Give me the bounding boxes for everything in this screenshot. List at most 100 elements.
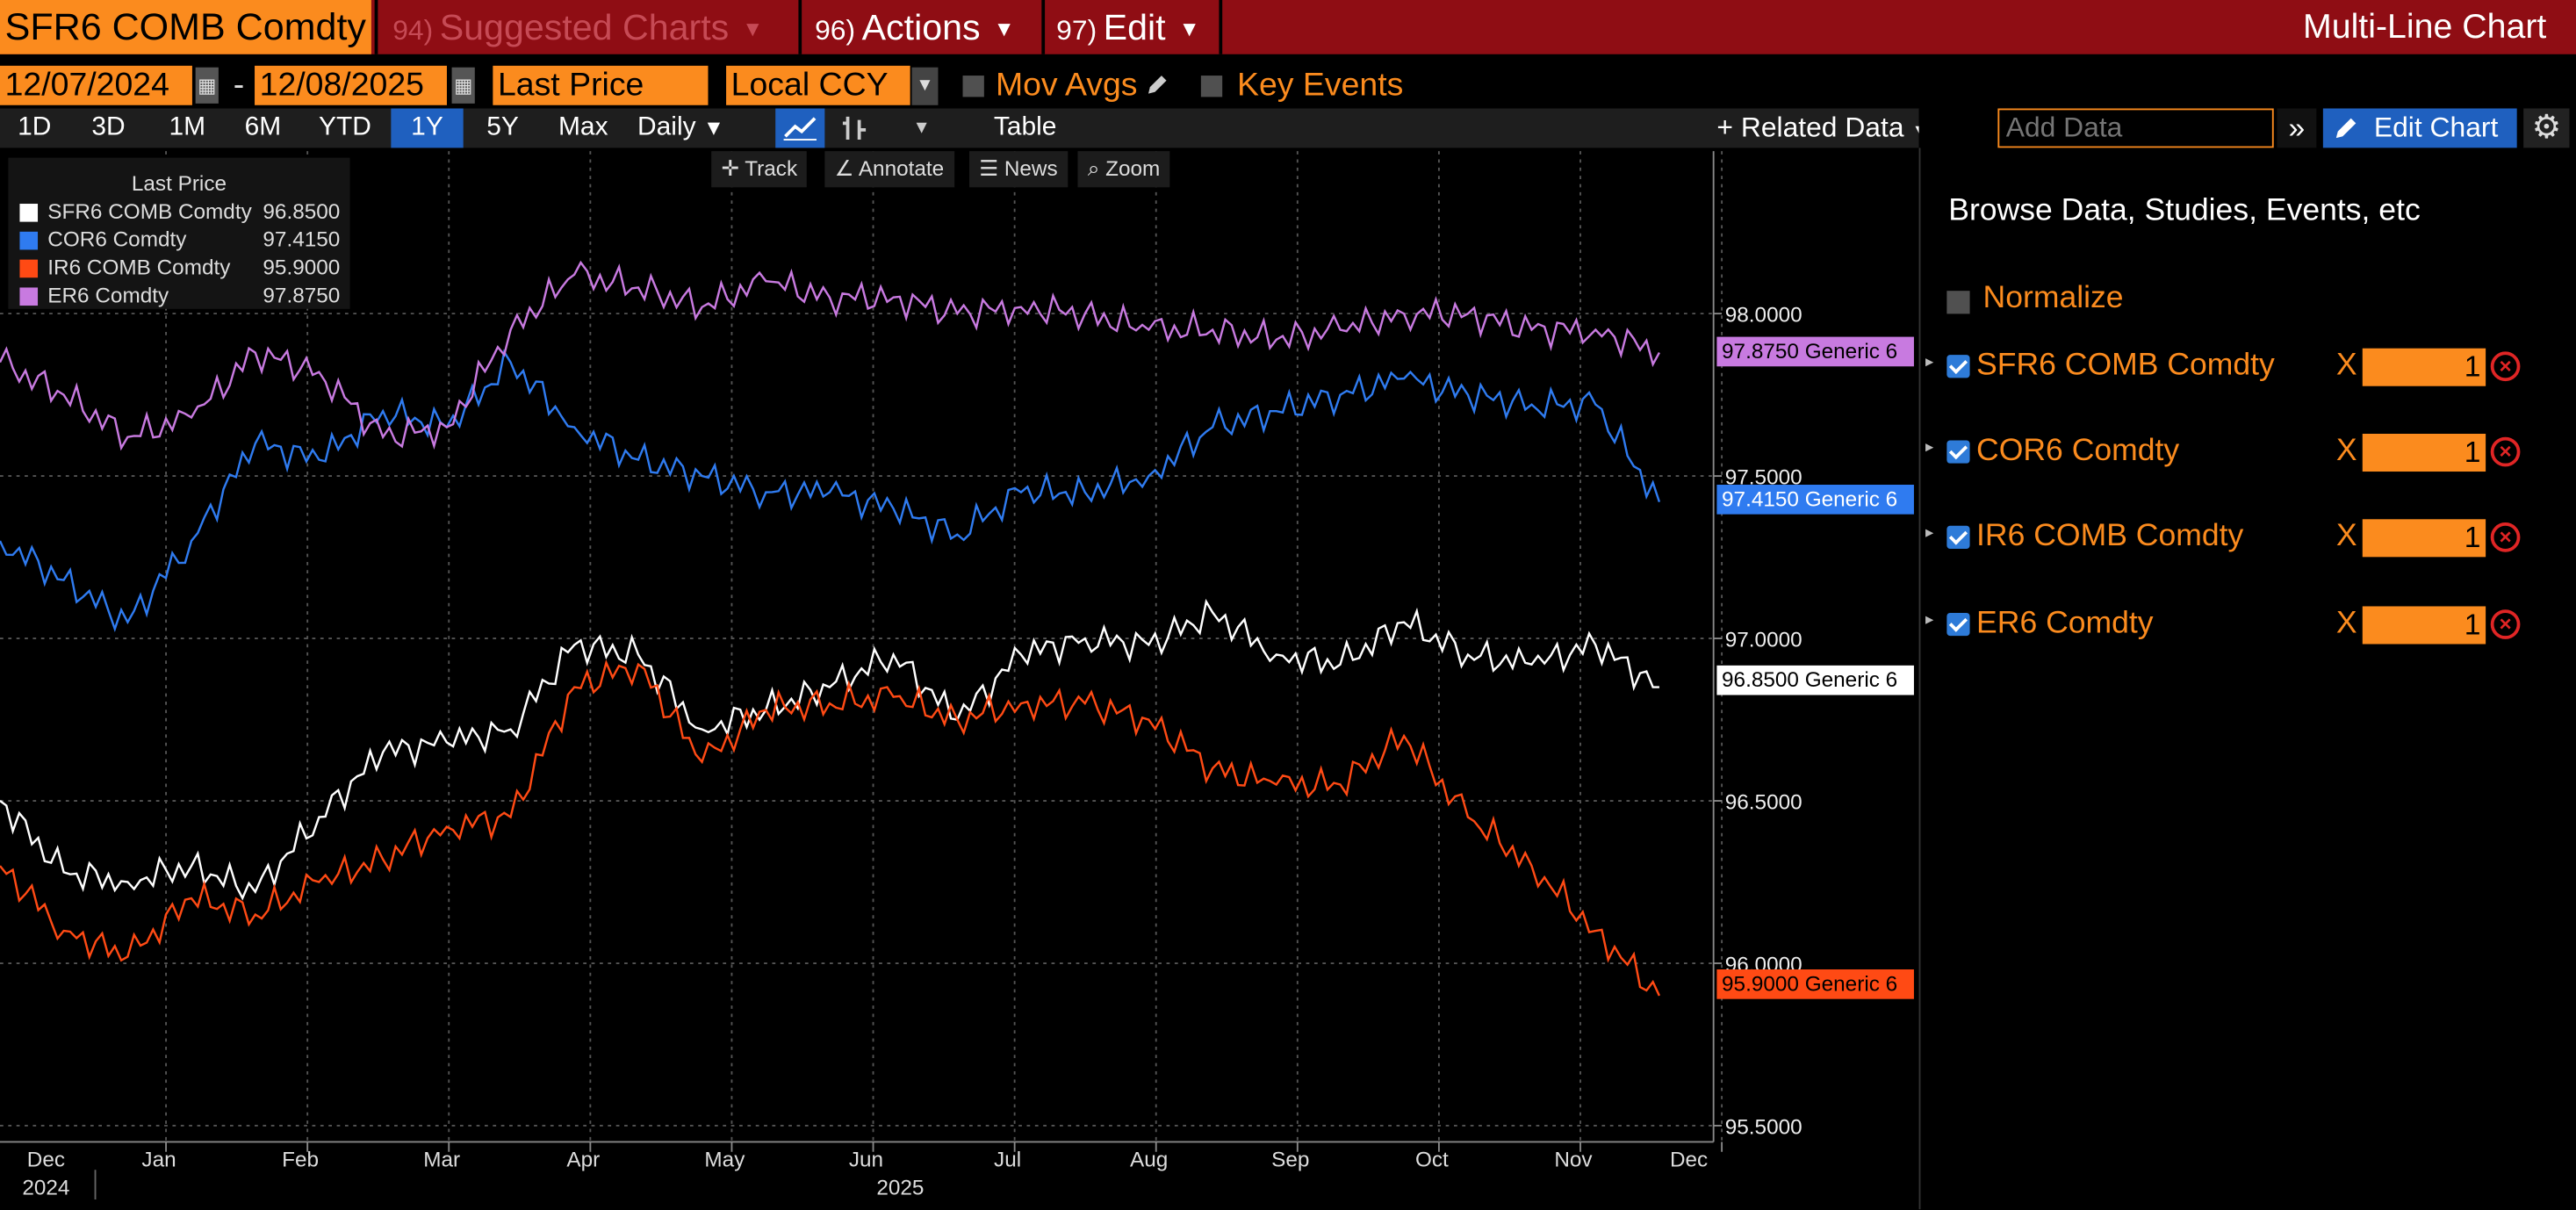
remove-series-icon[interactable]: × xyxy=(2490,609,2521,639)
legend-name: ER6 Comdty xyxy=(47,282,169,307)
period-3d[interactable]: 3D xyxy=(91,113,126,141)
calendar-icon[interactable]: ▦ xyxy=(195,67,219,104)
chevron-down-icon[interactable]: ▼ xyxy=(911,67,939,105)
related-data-label: Related Data xyxy=(1740,112,1904,143)
series-row-cor6[interactable]: ▸ COR6 Comdty X 1 × xyxy=(1925,433,2566,473)
x-tick-label: Mar xyxy=(423,1149,460,1172)
price-chart[interactable]: 95.500096.000096.500097.000097.500098.00… xyxy=(0,148,1919,1210)
double-chevron-right-icon[interactable]: » xyxy=(2277,108,2317,148)
frequency-label: Daily xyxy=(637,113,696,141)
magnifier-icon: ⌕ xyxy=(1087,155,1100,181)
y-tick-label: 97.0000 xyxy=(1725,628,1802,652)
x-tick-label: Sep xyxy=(1271,1149,1309,1172)
expand-arrow-icon[interactable]: ▸ xyxy=(1925,438,1934,457)
multiplier-symbol: X xyxy=(2335,348,2357,383)
normalize-label[interactable]: Normalize xyxy=(1982,280,2124,316)
x-tick-label: Jul xyxy=(994,1149,1021,1172)
add-data-input[interactable] xyxy=(1997,108,2274,148)
track-label: Track xyxy=(745,155,798,181)
series-name: SFR6 COMB Comdty xyxy=(1976,348,2275,383)
legend-item-cor6[interactable]: COR6 Comdty 97.4150 xyxy=(8,227,349,255)
last-value-tag-er6: 97.8750 Generic 6 xyxy=(1716,336,1914,367)
end-date-field[interactable]: 12/08/2025 xyxy=(255,65,447,105)
remove-series-icon[interactable]: × xyxy=(2490,351,2521,382)
last-value-tag-ir6: 95.9000 Generic 6 xyxy=(1716,969,1914,999)
annotate-tool[interactable]: ∠ Annotate xyxy=(824,151,954,188)
multiplier-input[interactable]: 1 xyxy=(2362,348,2486,386)
series-row-er6[interactable]: ▸ ER6 Comdty X 1 × xyxy=(1925,606,2566,645)
browse-data-heading[interactable]: Browse Data, Studies, Events, etc xyxy=(1948,193,2421,229)
series-name: ER6 Comdty xyxy=(1976,606,2154,641)
zoom-label: Zoom xyxy=(1105,155,1161,181)
period-6m[interactable]: 6M xyxy=(244,113,282,141)
series-name: IR6 COMB Comdty xyxy=(1976,519,2244,554)
multiplier-input[interactable]: 1 xyxy=(2362,606,2486,645)
legend-item-ir6[interactable]: IR6 COMB Comdty 95.9000 xyxy=(8,255,349,283)
track-tool[interactable]: ✛ Track xyxy=(711,151,808,188)
suggested-charts-menu[interactable]: 94) Suggested Charts ▼ xyxy=(392,0,763,54)
title-divider xyxy=(1219,0,1223,54)
table-button[interactable]: Table xyxy=(993,113,1057,141)
expand-arrow-icon[interactable]: ▸ xyxy=(1925,523,1934,543)
series-line-sfr6 xyxy=(0,598,1659,901)
chevron-down-icon[interactable]: ▼ xyxy=(912,118,931,139)
annotate-label: Annotate xyxy=(858,155,945,181)
series-checkbox[interactable] xyxy=(1946,440,1970,464)
series-checkbox[interactable] xyxy=(1946,612,1970,637)
multiplier-input[interactable]: 1 xyxy=(2362,519,2486,558)
period-1m[interactable]: 1M xyxy=(169,113,206,141)
zoom-tool[interactable]: ⌕ Zoom xyxy=(1077,151,1170,188)
series-name: COR6 Comdty xyxy=(1976,433,2180,469)
legend-item-sfr6[interactable]: SFR6 COMB Comdty 96.8500 xyxy=(8,198,349,227)
mov-avgs-label[interactable]: Mov Avgs xyxy=(995,67,1138,104)
edit-chart-button[interactable]: Edit Chart xyxy=(2322,108,2517,148)
chart-lines xyxy=(0,260,1661,997)
legend-item-er6[interactable]: ER6 Comdty 97.8750 xyxy=(8,283,349,311)
actions-menu[interactable]: 96) Actions ▼ xyxy=(815,0,1015,54)
line-chart-icon[interactable] xyxy=(775,108,825,148)
remove-series-icon[interactable]: × xyxy=(2490,522,2521,552)
expand-arrow-icon[interactable]: ▸ xyxy=(1925,353,1934,371)
period-1y[interactable]: 1Y xyxy=(391,108,464,148)
remove-series-icon[interactable]: × xyxy=(2490,436,2521,467)
currency-selector[interactable]: Local CCY xyxy=(726,65,910,105)
edit-num: 97) xyxy=(1056,14,1097,47)
mov-avgs-checkbox[interactable] xyxy=(962,76,984,97)
series-row-ir6[interactable]: ▸ IR6 COMB Comdty X 1 × xyxy=(1925,519,2566,558)
multiplier-input[interactable]: 1 xyxy=(2362,433,2486,472)
pencil-icon[interactable] xyxy=(1143,72,1169,98)
start-date-field[interactable]: 12/07/2024 xyxy=(0,65,192,105)
series-row-sfr6[interactable]: ▸ SFR6 COMB Comdty X 1 × xyxy=(1925,348,2566,388)
chevron-down-icon: ▼ xyxy=(742,16,764,41)
date-separator: - xyxy=(233,67,245,104)
calendar-icon[interactable]: ▦ xyxy=(451,67,475,104)
security-ticker-box[interactable]: SFR6 COMB Comdty xyxy=(0,0,371,54)
field-selector[interactable]: Last Price xyxy=(493,65,709,105)
multiplier-symbol: X xyxy=(2335,519,2357,554)
expand-arrow-icon[interactable]: ▸ xyxy=(1925,611,1934,630)
series-checkbox[interactable] xyxy=(1946,355,1970,378)
period-1d[interactable]: 1D xyxy=(18,113,52,141)
key-events-label[interactable]: Key Events xyxy=(1237,67,1404,104)
y-tick-label: 95.5000 xyxy=(1725,1115,1802,1139)
frequency-dropdown[interactable]: Daily ▼ xyxy=(637,108,752,148)
period-ytd[interactable]: YTD xyxy=(319,113,371,141)
key-events-checkbox[interactable] xyxy=(1200,76,1223,97)
x-axis-ticks: Dec Jan Feb Mar Apr May Jun Jul Aug Sep Oct Nov Dec 2… xyxy=(22,1142,1723,1199)
period-5y[interactable]: 5Y xyxy=(486,113,519,141)
period-max[interactable]: Max xyxy=(558,113,608,141)
bar-chart-icon[interactable] xyxy=(830,108,879,148)
x-tick-label: Feb xyxy=(282,1149,319,1172)
news-tool[interactable]: ☰ News xyxy=(969,151,1068,188)
normalize-checkbox[interactable] xyxy=(1946,291,1970,314)
edit-menu[interactable]: 97) Edit ▼ xyxy=(1056,0,1199,54)
news-label: News xyxy=(1004,155,1058,181)
y-tick-label: 98.0000 xyxy=(1725,303,1802,327)
annotate-icon: ∠ xyxy=(834,155,854,181)
x-tick-label: Oct xyxy=(1415,1149,1449,1172)
x-tick-label: Jan xyxy=(141,1149,176,1172)
title-divider xyxy=(374,0,378,54)
gear-icon[interactable]: ⚙ xyxy=(2523,108,2570,148)
series-checkbox[interactable] xyxy=(1946,525,1970,549)
chart-grid xyxy=(0,151,1723,1142)
